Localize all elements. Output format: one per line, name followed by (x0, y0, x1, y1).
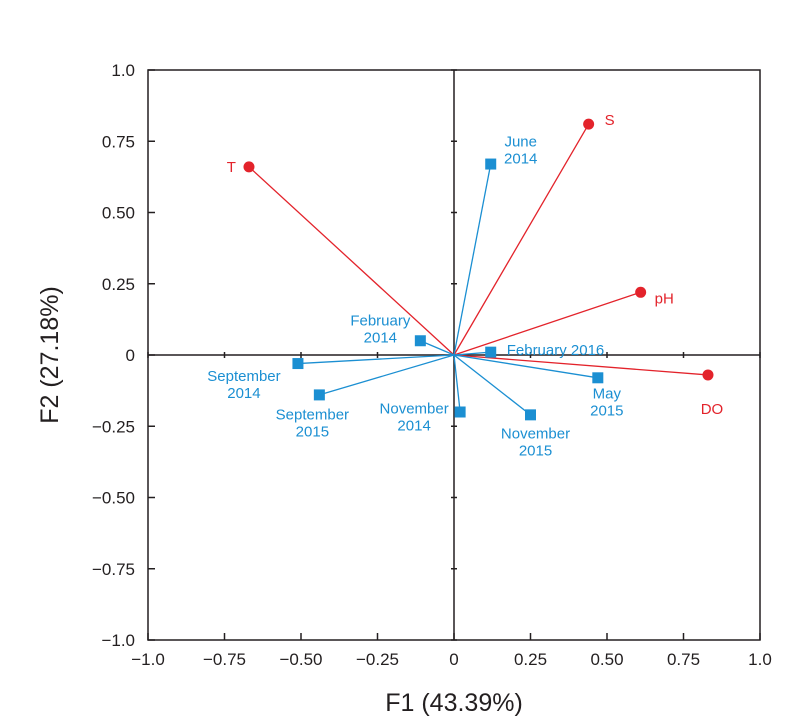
y-tick-label: 1.0 (111, 61, 135, 80)
x-tick-label: −0.50 (279, 650, 322, 669)
vector-november-2015 (453, 354, 531, 416)
y-tick-label: 0.50 (102, 204, 135, 223)
x-tick-label: −0.25 (356, 650, 399, 669)
label-line: September (276, 406, 349, 423)
date-point-september-2015 (313, 389, 325, 401)
y-tick-label: 0 (126, 346, 135, 365)
label-line: S (605, 112, 615, 129)
date-point-november-2015 (525, 409, 536, 421)
y-tick-label: −0.50 (92, 489, 135, 508)
label-line: November (501, 425, 570, 442)
y-tick-label: −1.0 (101, 631, 135, 650)
label-line: 2014 (397, 418, 430, 435)
label-line: May (593, 385, 622, 402)
x-tick-label: 0.50 (590, 650, 623, 669)
label-line: February 2016 (507, 342, 605, 359)
y-axis-ticks: 1.0 0.75 0.50 0.25 0 −0.25 −0.50 −0.75 −1.0 (92, 61, 457, 650)
label-may-2015: May 2015 (590, 385, 623, 419)
y-tick-label: −0.75 (92, 560, 135, 579)
date-point-september-2014 (292, 358, 304, 370)
label-september-2015: September 2015 (276, 406, 349, 440)
label-line: June (504, 134, 537, 151)
vector-september-2014 (297, 354, 455, 365)
vector-february-2016 (453, 351, 491, 356)
label-s: S (605, 112, 615, 129)
label-february-2016: February 2016 (507, 342, 605, 359)
x-axis-title: F1 (43.39%) (385, 689, 523, 717)
label-line: DO (701, 401, 724, 418)
vector-t (248, 166, 455, 356)
label-line: 2015 (519, 442, 552, 459)
label-line: 2014 (227, 385, 260, 402)
y-tick-label: 0.25 (102, 275, 135, 294)
date-point-june-2014 (485, 158, 497, 170)
vector-june-2014 (453, 163, 492, 356)
x-tick-label: 0.75 (667, 650, 700, 669)
date-point-february-2014 (414, 335, 426, 347)
label-june-2014: June 2014 (504, 134, 537, 168)
vector-ph (453, 291, 641, 356)
date-point-february-2016 (485, 346, 497, 358)
variable-point-s (583, 118, 595, 130)
label-line: 2014 (364, 329, 397, 346)
y-axis-title: F2 (27.18%) (36, 286, 64, 424)
label-september-2014: September 2014 (207, 368, 280, 402)
x-tick-label: 0 (449, 650, 458, 669)
biplot-markers (243, 118, 714, 421)
label-do: DO (701, 401, 724, 418)
y-tick-label: 0.75 (102, 132, 135, 151)
date-point-may-2015 (592, 372, 604, 384)
label-line: November (380, 401, 449, 418)
vector-do (453, 354, 709, 376)
x-tick-label: 0.25 (514, 650, 547, 669)
y-tick-label: −0.25 (92, 417, 135, 436)
vector-february-2014 (420, 340, 455, 356)
label-ph: pH (655, 290, 674, 307)
label-february-2014: February 2014 (350, 312, 411, 346)
label-line: 2014 (504, 151, 537, 168)
label-line: T (227, 159, 236, 176)
label-line: February (350, 312, 411, 329)
x-axis-ticks: −1.0 −0.75 −0.50 −0.25 0 0.25 0.50 0.75 1.0 (131, 352, 772, 669)
vector-november-2014 (453, 354, 461, 413)
biplot-vectors (248, 123, 709, 416)
x-tick-label: −0.75 (203, 650, 246, 669)
x-tick-label: 1.0 (748, 650, 772, 669)
x-tick-label: −1.0 (131, 650, 165, 669)
label-line: 2015 (590, 402, 623, 419)
label-line: 2015 (296, 423, 329, 440)
variable-point-ph (635, 286, 647, 298)
label-t: T (227, 159, 236, 176)
label-line: September (207, 368, 280, 385)
variable-point-do (702, 369, 714, 381)
vector-s (453, 123, 590, 356)
vector-september-2015 (319, 354, 455, 396)
date-point-november-2014 (454, 406, 466, 418)
label-november-2014: November 2014 (380, 401, 449, 435)
label-november-2015: November 2015 (501, 425, 570, 459)
vector-may-2015 (453, 354, 598, 379)
label-line: pH (655, 290, 674, 307)
variable-point-t (243, 161, 255, 173)
